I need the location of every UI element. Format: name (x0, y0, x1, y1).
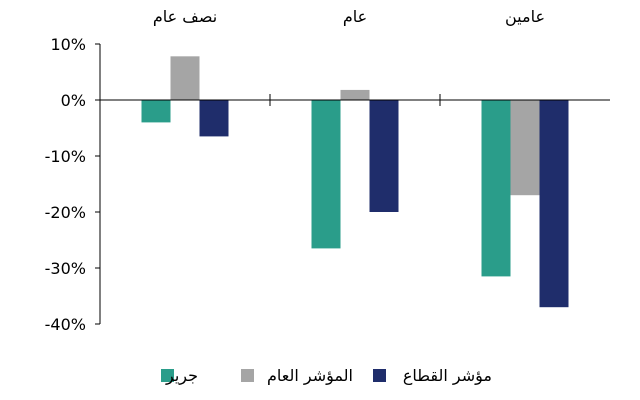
y-tick-label: -30% (45, 259, 86, 278)
category-label: عام (343, 7, 367, 26)
y-tick-label: -10% (45, 147, 86, 166)
legend-swatch (161, 369, 174, 382)
category-label: نصف عام (153, 7, 217, 26)
bar (539, 100, 569, 308)
bar (170, 56, 200, 100)
bar (481, 100, 511, 277)
legend: جرير المؤشر العام مؤشر القطاع (161, 366, 492, 386)
bar (199, 100, 229, 137)
legend-swatch (373, 369, 386, 382)
legend-swatch (241, 369, 254, 382)
bar (340, 89, 370, 100)
category-label: عامين (505, 7, 545, 27)
legend-label: المؤشر العام (267, 366, 353, 386)
bar (369, 100, 399, 212)
y-axis: 10% 0% -10% -20% -30% -40% (45, 35, 101, 334)
bar (141, 100, 171, 123)
y-tick-label: 10% (50, 35, 86, 54)
legend-label: مؤشر القطاع (403, 366, 492, 386)
bars (141, 56, 569, 308)
bar (510, 100, 540, 196)
bar (311, 100, 341, 249)
legend-label: جرير (165, 366, 198, 386)
category-labels: نصف عام عام عامين (153, 7, 545, 106)
y-tick-label: 0% (61, 91, 86, 110)
y-tick-label: -40% (45, 315, 86, 334)
y-tick-label: -20% (45, 203, 86, 222)
